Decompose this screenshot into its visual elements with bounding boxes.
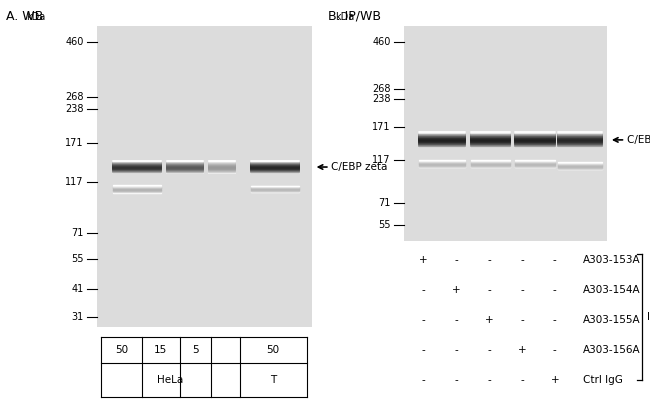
Text: 117: 117 [372, 155, 391, 165]
Text: -: - [553, 315, 556, 325]
Text: Ctrl IgG: Ctrl IgG [582, 375, 623, 385]
Text: 268: 268 [65, 92, 84, 102]
Text: 460: 460 [65, 37, 84, 47]
Text: 5: 5 [192, 345, 199, 355]
Text: -: - [488, 255, 491, 265]
Text: A303-156A: A303-156A [582, 345, 640, 355]
Text: 460: 460 [372, 37, 391, 47]
Text: -: - [553, 285, 556, 295]
Text: kDa: kDa [26, 12, 45, 22]
Text: 171: 171 [65, 138, 84, 148]
Text: HeLa: HeLa [157, 375, 184, 385]
Text: -: - [520, 315, 524, 325]
Text: 268: 268 [372, 83, 391, 94]
Text: 50: 50 [266, 345, 280, 355]
Text: -: - [454, 255, 458, 265]
Text: +: + [517, 345, 526, 355]
Text: -: - [454, 345, 458, 355]
Text: 31: 31 [72, 312, 84, 322]
Text: -: - [520, 375, 524, 385]
Text: A. WB: A. WB [6, 10, 44, 23]
Text: C/EBP zeta: C/EBP zeta [332, 162, 388, 172]
Text: A303-154A: A303-154A [582, 285, 640, 295]
Text: T: T [270, 375, 277, 385]
Text: -: - [488, 375, 491, 385]
Text: -: - [488, 285, 491, 295]
Text: 117: 117 [65, 177, 84, 187]
Text: A303-153A: A303-153A [582, 255, 640, 265]
Text: -: - [553, 255, 556, 265]
Text: 15: 15 [154, 345, 168, 355]
Text: -: - [422, 345, 425, 355]
Text: +: + [485, 315, 493, 325]
Text: -: - [520, 255, 524, 265]
Text: -: - [422, 285, 425, 295]
Text: A303-155A: A303-155A [582, 315, 640, 325]
Bar [404, 26, 607, 241]
Text: -: - [488, 345, 491, 355]
Text: -: - [454, 315, 458, 325]
Text: +: + [419, 255, 428, 265]
Text: 55: 55 [378, 220, 391, 231]
Text: -: - [422, 375, 425, 385]
Bar [96, 26, 312, 327]
Text: 55: 55 [71, 254, 84, 264]
Text: 171: 171 [372, 122, 391, 132]
Text: 71: 71 [72, 227, 84, 238]
Text: 238: 238 [65, 104, 84, 114]
Text: IP: IP [647, 312, 650, 322]
Text: 41: 41 [72, 284, 84, 294]
Text: -: - [553, 345, 556, 355]
Text: 71: 71 [378, 198, 391, 208]
Text: C/EBP zeta: C/EBP zeta [627, 135, 650, 145]
Text: 50: 50 [115, 345, 128, 355]
Text: -: - [454, 375, 458, 385]
Text: -: - [520, 285, 524, 295]
Text: +: + [551, 375, 559, 385]
Text: +: + [452, 285, 461, 295]
Text: -: - [422, 315, 425, 325]
Text: 238: 238 [372, 94, 391, 104]
Text: B. IP/WB: B. IP/WB [328, 10, 382, 23]
Text: kDa: kDa [335, 12, 354, 22]
